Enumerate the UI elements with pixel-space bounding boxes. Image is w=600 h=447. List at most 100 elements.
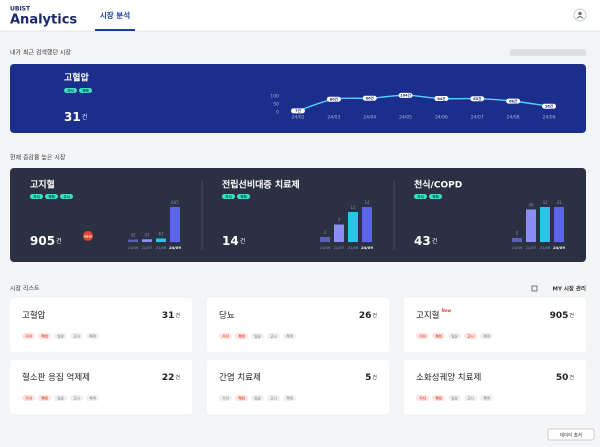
tag-text: 고시 [270,333,277,338]
bar-label: 14 [364,200,370,205]
point-label-bg [542,103,556,109]
x-tick-label: 24/08 [156,245,168,250]
count-number: 43 [414,234,431,248]
tab-underline [95,29,135,31]
tag [45,194,58,199]
x-tick-label: 24/07 [471,115,484,121]
tag-text: 기서 [222,333,229,338]
tag [267,333,280,339]
tag [86,333,99,339]
tag-text: 적격 [286,395,293,400]
point-label: 36건 [545,104,553,109]
count-unit: 건 [56,237,62,245]
market-title-text: 당뇨 [219,310,235,321]
bar-label: 43 [542,200,548,205]
point-label: 80건 [330,97,338,102]
bar-label: 47 [144,232,150,237]
count-unit: 건 [432,237,438,245]
market-card[interactable] [404,298,586,352]
market-title: 당뇨 [219,310,235,321]
tag [86,395,99,401]
x-tick-label: 24/09 [543,115,556,121]
tag [70,333,83,339]
tag-text: 기서 [419,395,426,400]
y-tick-label: 100 [270,94,279,100]
logo: Analytics [10,13,77,28]
x-tick-label: 24/07 [142,245,154,250]
bar [156,238,166,242]
x-tick-label: 24/02 [292,115,305,121]
count-number: 905 [30,234,55,248]
market-card[interactable] [10,360,192,414]
tag-text: 임상 [254,333,261,338]
tag-text: 기서 [25,333,32,338]
section-label: 내가 최근 검색했던 시장 [10,49,71,57]
count-unit: 건 [372,312,377,319]
bar-label: 42 [130,233,136,238]
tag [251,395,264,401]
count-number: 22 [162,373,175,383]
tag [448,333,461,339]
tag-text: 임상 [254,395,261,400]
tag-text: 고시 [73,395,80,400]
x-tick-label: 24/09 [169,245,181,250]
x-tick-label: 24/08 [348,245,360,250]
tag [237,194,250,199]
tag-text: 고시 [467,395,474,400]
point-label-bg [291,108,305,114]
tag [22,395,35,401]
tag-text: 고시 [270,395,277,400]
count-unit: 건 [372,374,377,381]
point-label-bg [398,92,413,98]
bar-label: 43 [556,200,562,205]
tag-text: 적력 [82,88,88,93]
count: 31건 [64,110,87,124]
tag [267,395,280,401]
rising-card [10,168,586,262]
tag [222,194,235,199]
x-tick-label: 24/06 [128,245,140,250]
market-card[interactable] [207,298,389,352]
tag-text: 가서 [33,194,39,199]
tag [432,395,445,401]
tag [64,88,77,93]
tag-text: 기서 [222,395,229,400]
user-icon [578,11,582,16]
market-title: 고지혈 New [416,308,452,321]
tag-text: 가서 [67,88,73,93]
market-title: 전립선비대증 치료제 [222,179,300,191]
source-button[interactable] [547,428,595,441]
count: 905건 [30,234,62,248]
market-title-text: 소화성궤양 치료제 [416,372,481,383]
market-title: 고혈압 [22,310,46,321]
market-card[interactable] [404,360,586,414]
source-button-text: 데이터 출처 [560,431,582,438]
tag-text: 임상 [451,333,458,338]
x-tick-label: 24/08 [540,245,552,250]
market-card[interactable] [207,360,389,414]
tag [283,333,296,339]
tag [429,194,442,199]
tag-text: 적력 [238,333,245,338]
tag-text: 임상 [451,395,458,400]
count: 905건 [550,311,575,321]
recent-card[interactable] [10,64,586,133]
x-tick-label: 24/06 [320,245,332,250]
bar [348,212,358,242]
tag-text: 고시 [63,194,69,199]
tag [416,395,429,401]
tag-text: 임상 [57,395,64,400]
x-tick-label: 24/05 [399,115,412,121]
count-number: 5 [365,373,371,383]
bar [540,207,550,242]
count-number: 50 [556,373,569,383]
tag-text: 적격 [483,395,490,400]
badge [83,231,93,241]
point-label: 104건 [400,93,411,98]
market-card[interactable] [10,298,192,352]
manage-icon [531,285,538,292]
market-title: 소화성궤양 치료제 [416,372,481,383]
count: 31건 [162,311,181,321]
tag [480,333,493,339]
